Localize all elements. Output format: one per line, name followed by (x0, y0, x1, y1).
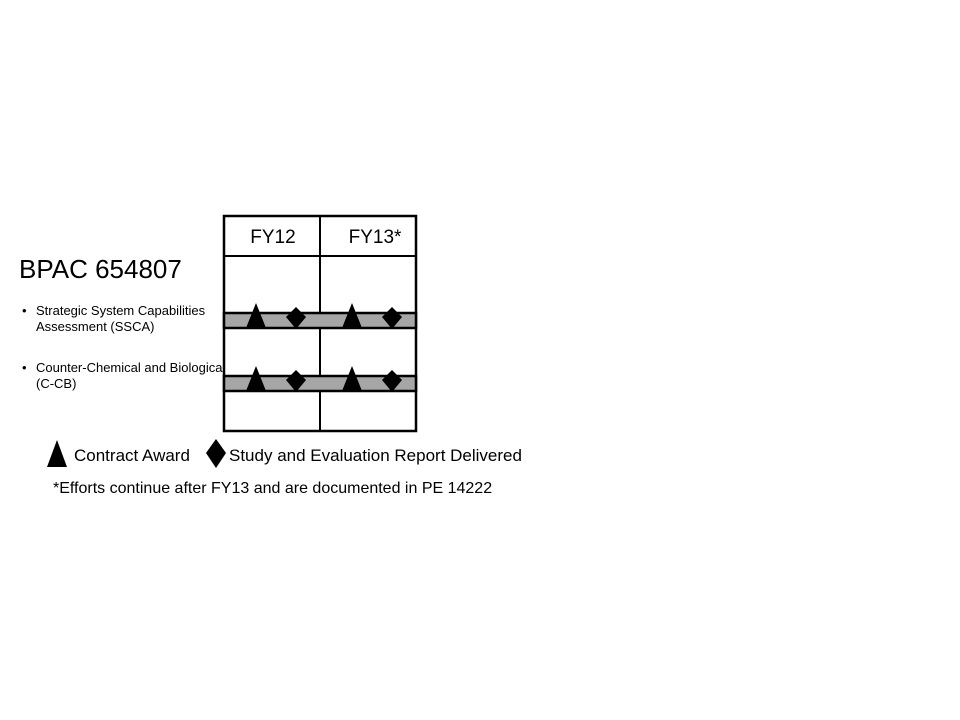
bullet: • (22, 303, 27, 318)
contract-award-marker (246, 303, 266, 328)
legend-report-delivered: Study and Evaluation Report Delivered (229, 446, 522, 465)
program-label: Strategic System Capabilities Assessment… (36, 303, 206, 334)
program-item-ccb: • Counter-Chemical and Biological (C-CB) (22, 360, 227, 392)
program-label: Counter-Chemical and Biological (C-CB) (36, 360, 226, 391)
milestone-markers (246, 303, 402, 392)
contract-award-marker (342, 366, 362, 391)
program-item-ssca: • Strategic System Capabilities Assessme… (22, 303, 227, 335)
bullet: • (22, 360, 27, 375)
report-delivered-marker (286, 370, 306, 392)
diamond-icon (206, 439, 226, 468)
triangle-icon (47, 440, 67, 467)
column-header-fy13: FY13* (349, 227, 402, 248)
contract-award-marker (342, 303, 362, 328)
report-delivered-marker (382, 307, 402, 329)
contract-award-marker (246, 366, 266, 391)
schedule-band-ssca (222, 311, 418, 330)
page-title: BPAC 654807 (19, 254, 182, 284)
legend-contract-award: Contract Award (74, 446, 190, 465)
schedule-band-ccb (222, 374, 418, 393)
column-header-fy12: FY12 (250, 227, 295, 248)
footnote: *Efforts continue after FY13 and are doc… (53, 480, 493, 497)
report-delivered-marker (286, 307, 306, 329)
report-delivered-marker (382, 370, 402, 392)
